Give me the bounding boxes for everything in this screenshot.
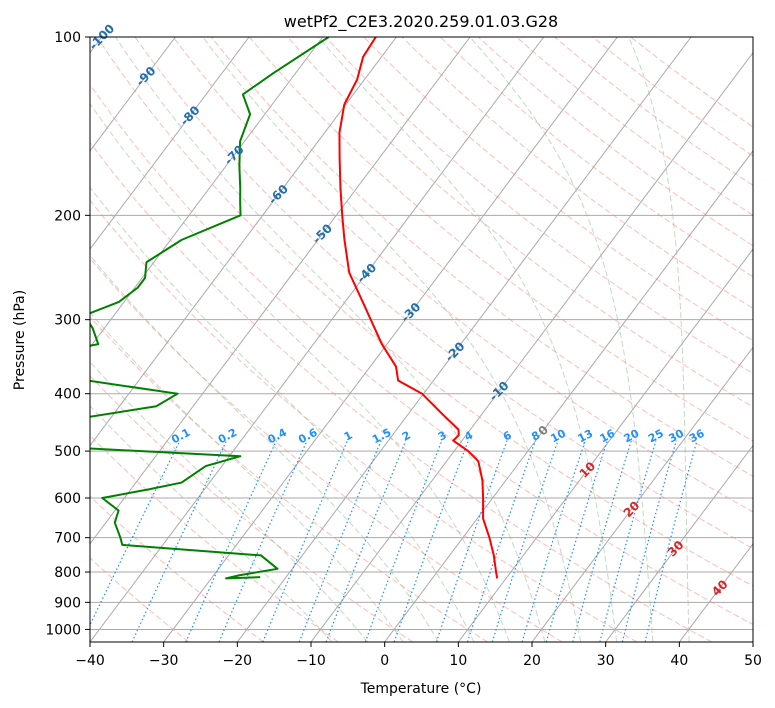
mixing-ratio-line — [218, 440, 308, 642]
isotherm-line — [384, 150, 753, 642]
dry-adiabat — [90, 315, 488, 642]
dry-adiabat — [90, 199, 638, 642]
y-axis-label: Pressure (hPa) — [12, 290, 28, 390]
mixing-ratio-label: 13 — [576, 427, 596, 446]
x-tick-label: 10 — [449, 653, 467, 669]
x-tick-label: −10 — [296, 653, 326, 669]
mixing-ratio-line — [545, 440, 608, 642]
mixing-ratio-label: 20 — [622, 427, 642, 446]
y-tick-label: 500 — [54, 444, 81, 460]
y-tick-label: 400 — [54, 387, 81, 403]
moist-adiabat — [628, 37, 690, 642]
dry-adiabat — [287, 37, 753, 408]
chart-title: wetPf2_C2E3.2020.259.01.03.G28 — [284, 12, 558, 32]
isotherm-line — [90, 37, 545, 642]
isotherm-line — [531, 346, 753, 642]
moist-adiabat — [90, 405, 333, 642]
dry-adiabat — [363, 37, 753, 342]
sounding-series — [90, 37, 499, 580]
dewpoint-profile — [90, 37, 330, 580]
x-tick-label: 20 — [523, 653, 541, 669]
moist-adiabat — [90, 102, 510, 642]
mixing-ratio-line — [621, 440, 677, 642]
mixing-ratio-line — [599, 440, 657, 642]
x-tick-label: −30 — [149, 653, 179, 669]
y-tick-label: 200 — [54, 208, 81, 224]
y-tick-label: 700 — [54, 531, 81, 547]
dry-adiabat — [90, 141, 712, 642]
axis-ticks: −40 −30 −20 −10 0 10 20 30 40 50 100 200 300 400 500 60… — [45, 30, 762, 669]
moist-adiabat — [115, 37, 546, 642]
mixing-ratio-line — [491, 440, 559, 642]
dry-adiabat — [96, 37, 753, 587]
moist-adiabat — [469, 37, 654, 642]
mixing-ratio-label: 10 — [548, 427, 568, 446]
x-tick-label: 30 — [597, 653, 615, 669]
x-tick-label: 40 — [670, 653, 688, 669]
moist-adiabat — [90, 361, 369, 642]
dry-adiabat — [210, 37, 753, 477]
dry-adiabat — [90, 557, 190, 642]
mixing-ratio-line — [262, 440, 349, 642]
y-tick-label: 800 — [54, 565, 81, 581]
dry-adiabat — [90, 83, 753, 626]
moist-adiabat — [90, 254, 439, 642]
mixing-ratio-label: 36 — [687, 427, 707, 446]
isotherm-line — [163, 37, 618, 642]
mixing-ratio-line — [572, 440, 632, 642]
dry-adiabat — [90, 374, 414, 642]
y-tick-label: 1000 — [45, 622, 81, 638]
moist-adiabat — [90, 186, 475, 642]
isotherm-line — [457, 248, 753, 642]
temperature-profile — [338, 37, 499, 579]
mixing-ratio-line — [393, 440, 469, 642]
plot-frame — [89, 36, 754, 643]
dry-adiabat — [325, 37, 753, 375]
mixing-ratio-line — [644, 440, 698, 642]
dry-adiabats — [90, 37, 753, 642]
x-axis-label: Temperature (°C) — [360, 681, 482, 697]
mixing-ratio-line — [185, 440, 277, 642]
moist-adiabat — [202, 37, 582, 642]
y-tick-label: 100 — [54, 30, 81, 46]
x-tick-label: 0 — [380, 653, 389, 669]
isotherm-line — [90, 37, 176, 152]
mixing-ratio-label: 16 — [598, 427, 618, 446]
dry-adiabat — [172, 37, 753, 513]
isotherm-line — [90, 37, 471, 545]
x-tick-label: 50 — [744, 653, 762, 669]
dry-adiabat — [401, 37, 753, 309]
moist-adiabat — [90, 311, 404, 642]
dry-adiabat — [90, 257, 563, 642]
x-tick-label: −20 — [223, 653, 253, 669]
mixing-ratio-label: 25 — [646, 427, 666, 446]
mixing-ratio-label: 30 — [666, 427, 686, 446]
moist-adiabat — [317, 37, 618, 642]
moist-adiabats — [90, 37, 690, 642]
isotherm-line — [90, 37, 250, 250]
y-tick-label: 900 — [54, 595, 81, 611]
isotherm-line — [90, 37, 397, 447]
isotherm-line — [236, 37, 692, 642]
y-tick-label: 300 — [54, 313, 81, 329]
y-tick-label: 600 — [54, 491, 81, 507]
x-tick-label: −40 — [75, 653, 105, 669]
dry-adiabat — [134, 37, 753, 550]
mixing-ratio-line — [521, 440, 586, 642]
isotherm-line — [605, 444, 753, 642]
